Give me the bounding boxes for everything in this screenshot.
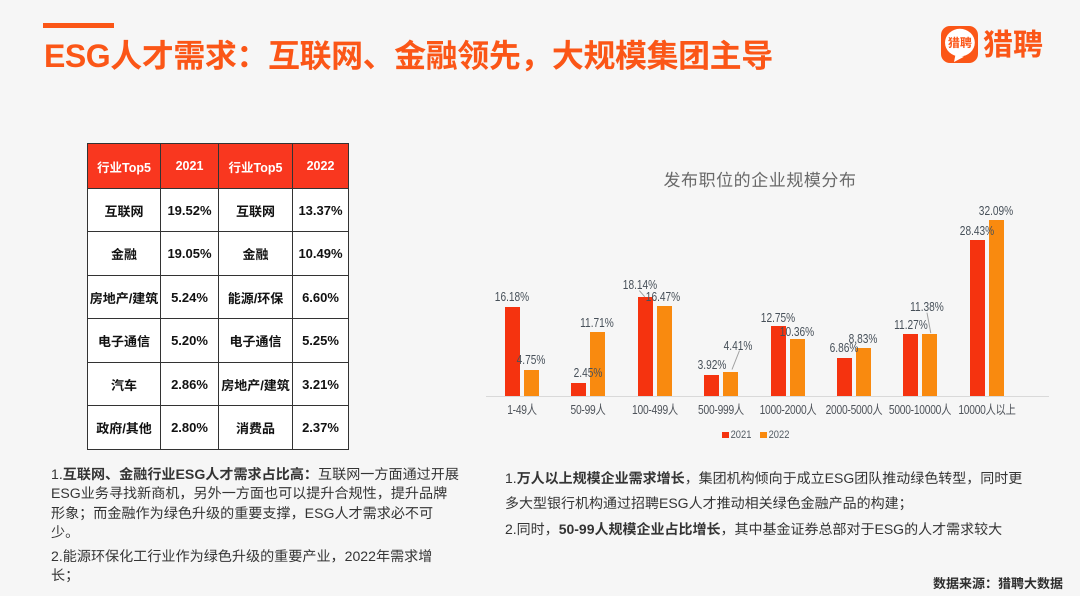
svg-text:猎聘: 猎聘 [948, 34, 972, 51]
